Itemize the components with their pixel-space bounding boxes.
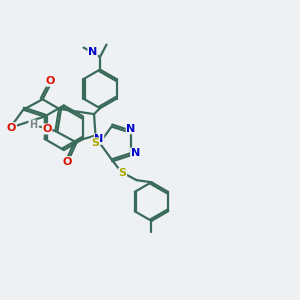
Text: S: S	[92, 138, 100, 148]
Text: O: O	[7, 123, 16, 133]
Text: N: N	[88, 47, 97, 57]
Text: O: O	[46, 76, 55, 86]
Text: N: N	[126, 124, 136, 134]
Text: H: H	[29, 120, 37, 130]
Text: O: O	[63, 157, 72, 167]
Text: N: N	[131, 148, 140, 158]
Text: N: N	[94, 134, 104, 144]
Text: O: O	[42, 124, 52, 134]
Text: S: S	[118, 168, 127, 178]
